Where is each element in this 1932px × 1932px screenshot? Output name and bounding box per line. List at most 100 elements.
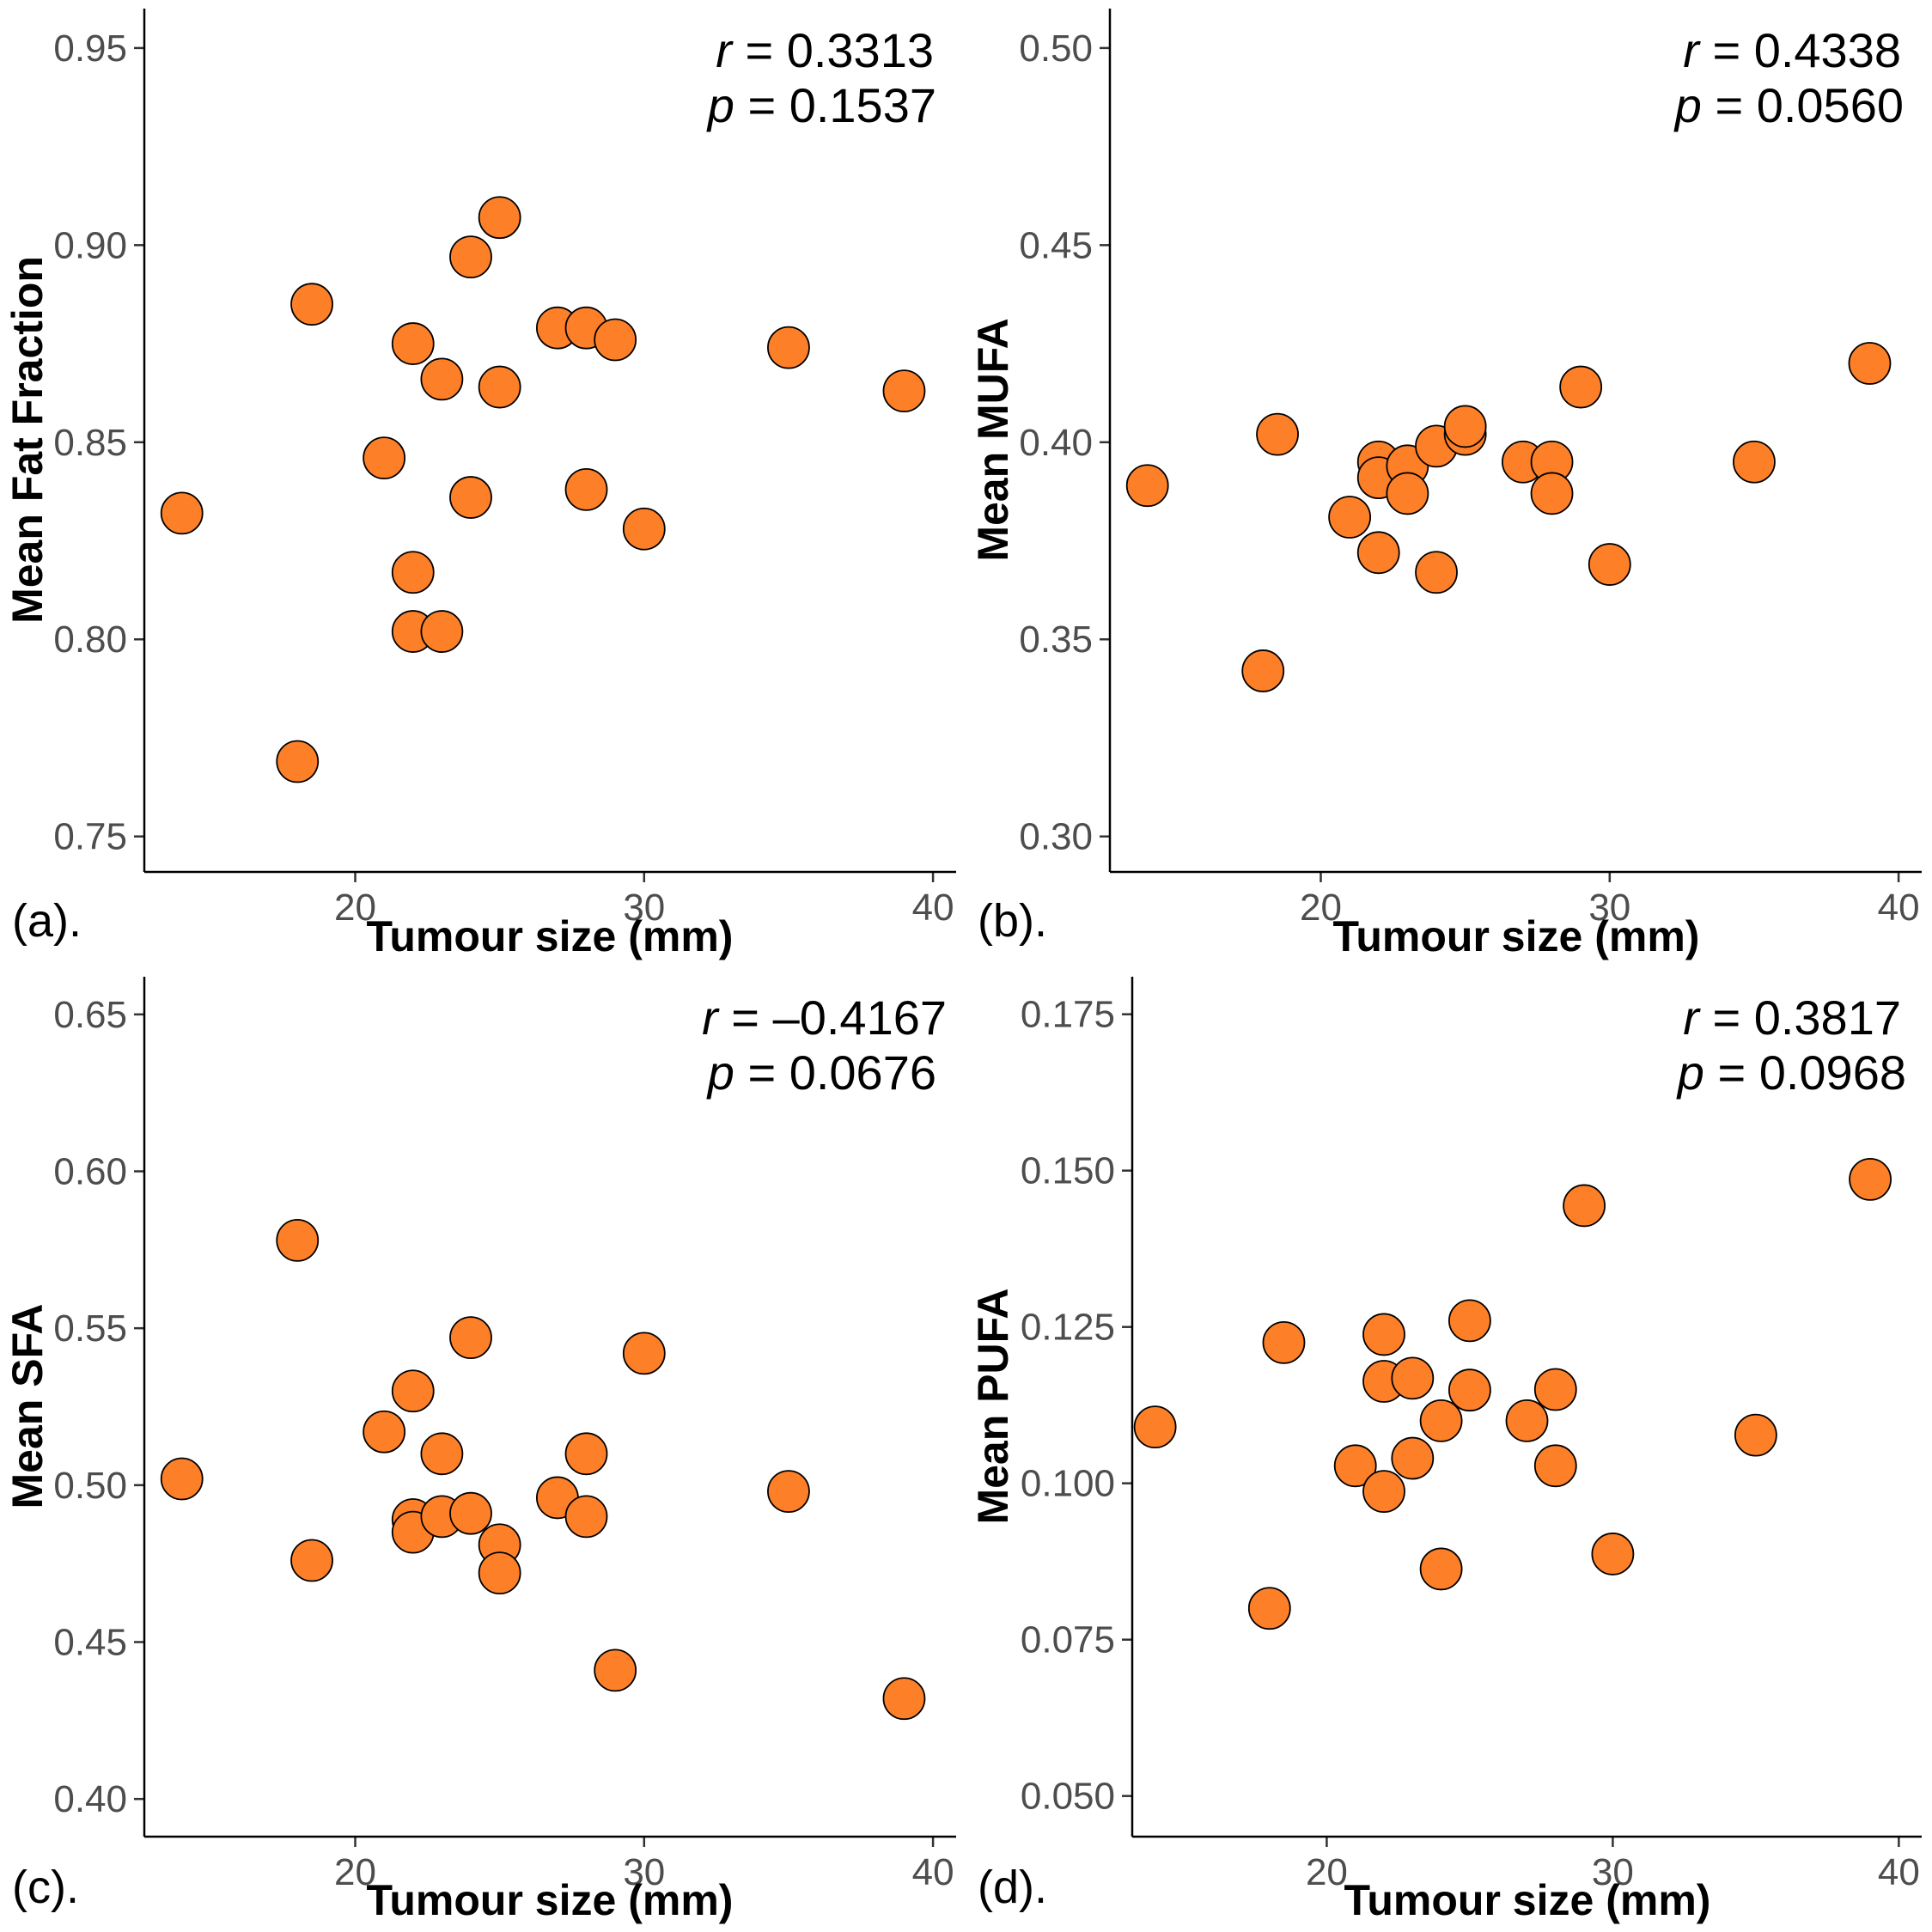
stat-r: r = 0.4338 [1683, 23, 1901, 77]
y-axis-title: Mean SFA [3, 1304, 52, 1509]
stat-r: r = 0.3817 [1683, 990, 1901, 1045]
y-tick-label: 0.075 [1021, 1619, 1115, 1661]
data-point [478, 365, 521, 409]
data-point [420, 357, 464, 401]
x-tick-layer: 20 30 40 [334, 1837, 954, 1893]
stat-r-value: = 0.3313 [732, 23, 934, 77]
stat-p: p = 0.0676 [706, 1045, 936, 1100]
data-point [1443, 405, 1487, 448]
data-point [290, 1539, 333, 1582]
panel-a: 0.75 0.80 0.85 0.90 0.95 20 30 40 r = 0.3313 p… [3, 9, 956, 960]
data-point [1563, 1184, 1606, 1228]
data-point [1733, 440, 1776, 484]
stat-r-symbol: r [1683, 990, 1701, 1045]
data-point [1328, 496, 1372, 539]
stat-r-value: = 0.4338 [1699, 23, 1901, 77]
x-tick-label: 30 [1592, 1851, 1634, 1893]
data-point [882, 1677, 926, 1721]
x-tick-label: 40 [1878, 1851, 1920, 1893]
y-tick-label: 0.75 [53, 816, 127, 858]
x-tick-label: 40 [1878, 887, 1920, 929]
data-point [564, 1495, 608, 1539]
data-point [391, 322, 435, 365]
points-layer [1125, 342, 1892, 692]
x-tick-label: 40 [912, 887, 954, 929]
data-point [767, 1470, 810, 1514]
data-point [564, 467, 608, 511]
data-point [391, 551, 435, 594]
data-point [276, 1218, 320, 1262]
x-tick-label: 20 [1306, 1851, 1348, 1893]
data-point [1247, 1587, 1291, 1630]
data-point [1505, 1399, 1549, 1442]
data-point [1559, 365, 1603, 409]
y-tick-label: 0.150 [1021, 1150, 1115, 1192]
data-point [363, 1410, 406, 1454]
y-tick-label: 0.45 [1019, 224, 1093, 266]
data-point [160, 491, 204, 535]
data-point [478, 1551, 521, 1595]
stat-p: p = 0.0560 [1673, 78, 1904, 132]
x-tick-label: 30 [623, 887, 665, 929]
stat-r-symbol: r [716, 23, 734, 77]
y-tick-label: 0.45 [53, 1621, 127, 1663]
data-point [1391, 1356, 1435, 1400]
y-tick-layer: 0.40 0.45 0.50 0.55 0.60 0.65 [53, 994, 144, 1820]
data-point [449, 1491, 492, 1535]
data-point [1356, 531, 1400, 575]
data-point [1848, 342, 1892, 385]
stat-p: p = 0.0968 [1676, 1045, 1906, 1100]
data-point [594, 318, 637, 362]
stat-r-value: = 0.3817 [1699, 990, 1901, 1045]
panel-label: (d). [978, 1862, 1047, 1913]
stat-p: p = 0.1537 [706, 78, 936, 132]
data-point [1448, 1299, 1491, 1343]
x-tick-layer: 20 30 40 [334, 872, 954, 929]
y-tick-label: 0.95 [53, 27, 127, 70]
data-point [767, 326, 810, 369]
x-tick-label: 30 [623, 1851, 665, 1893]
y-tick-label: 0.40 [1019, 422, 1093, 464]
x-axis-title: Tumour size (mm) [1333, 912, 1700, 960]
y-tick-label: 0.65 [53, 994, 127, 1036]
x-axis-title: Tumour size (mm) [367, 1876, 734, 1924]
data-point [1734, 1413, 1777, 1457]
data-point [1125, 464, 1169, 508]
data-point [1448, 1368, 1491, 1412]
points-layer [160, 196, 926, 783]
y-tick-label: 0.85 [53, 422, 127, 464]
x-tick-label: 40 [912, 1851, 954, 1893]
y-tick-label: 0.35 [1019, 619, 1093, 661]
stat-p-value: = 0.0968 [1704, 1045, 1906, 1100]
data-point [478, 196, 521, 240]
y-tick-label: 0.55 [53, 1307, 127, 1350]
data-point [1362, 1470, 1405, 1514]
y-tick-layer: 0.050 0.075 0.100 0.125 0.150 0.175 [1021, 994, 1132, 1818]
data-point [1362, 1313, 1405, 1356]
stat-p-symbol: p [706, 1045, 734, 1100]
y-tick-label: 0.90 [53, 224, 127, 266]
panel-b: 0.30 0.35 0.40 0.45 0.50 20 30 40 r = 0.4338 p… [969, 9, 1922, 960]
panel-d: 0.050 0.075 0.100 0.125 0.150 0.175 20 30 40 r … [969, 977, 1922, 1924]
panel-label: (a). [12, 895, 82, 947]
y-axis-title: Mean MUFA [969, 318, 1017, 561]
data-point [363, 436, 406, 480]
y-tick-layer: 0.30 0.35 0.40 0.45 0.50 [1019, 27, 1110, 858]
y-tick-label: 0.50 [53, 1465, 127, 1507]
y-tick-label: 0.50 [1019, 27, 1093, 70]
data-point [449, 235, 492, 279]
y-tick-label: 0.125 [1021, 1307, 1115, 1349]
x-axis-title: Tumour size (mm) [367, 912, 734, 960]
data-point [290, 283, 333, 326]
data-point [449, 1316, 492, 1360]
stat-p-value: = 0.0676 [734, 1045, 936, 1100]
data-point [622, 507, 666, 551]
data-point [1241, 649, 1285, 692]
y-tick-label: 0.100 [1021, 1463, 1115, 1505]
y-tick-label: 0.60 [53, 1151, 127, 1193]
points-layer [160, 1218, 926, 1721]
panel-label: (b). [978, 895, 1047, 947]
y-tick-label: 0.175 [1021, 994, 1115, 1036]
stat-p-value: = 0.0560 [1702, 78, 1904, 132]
